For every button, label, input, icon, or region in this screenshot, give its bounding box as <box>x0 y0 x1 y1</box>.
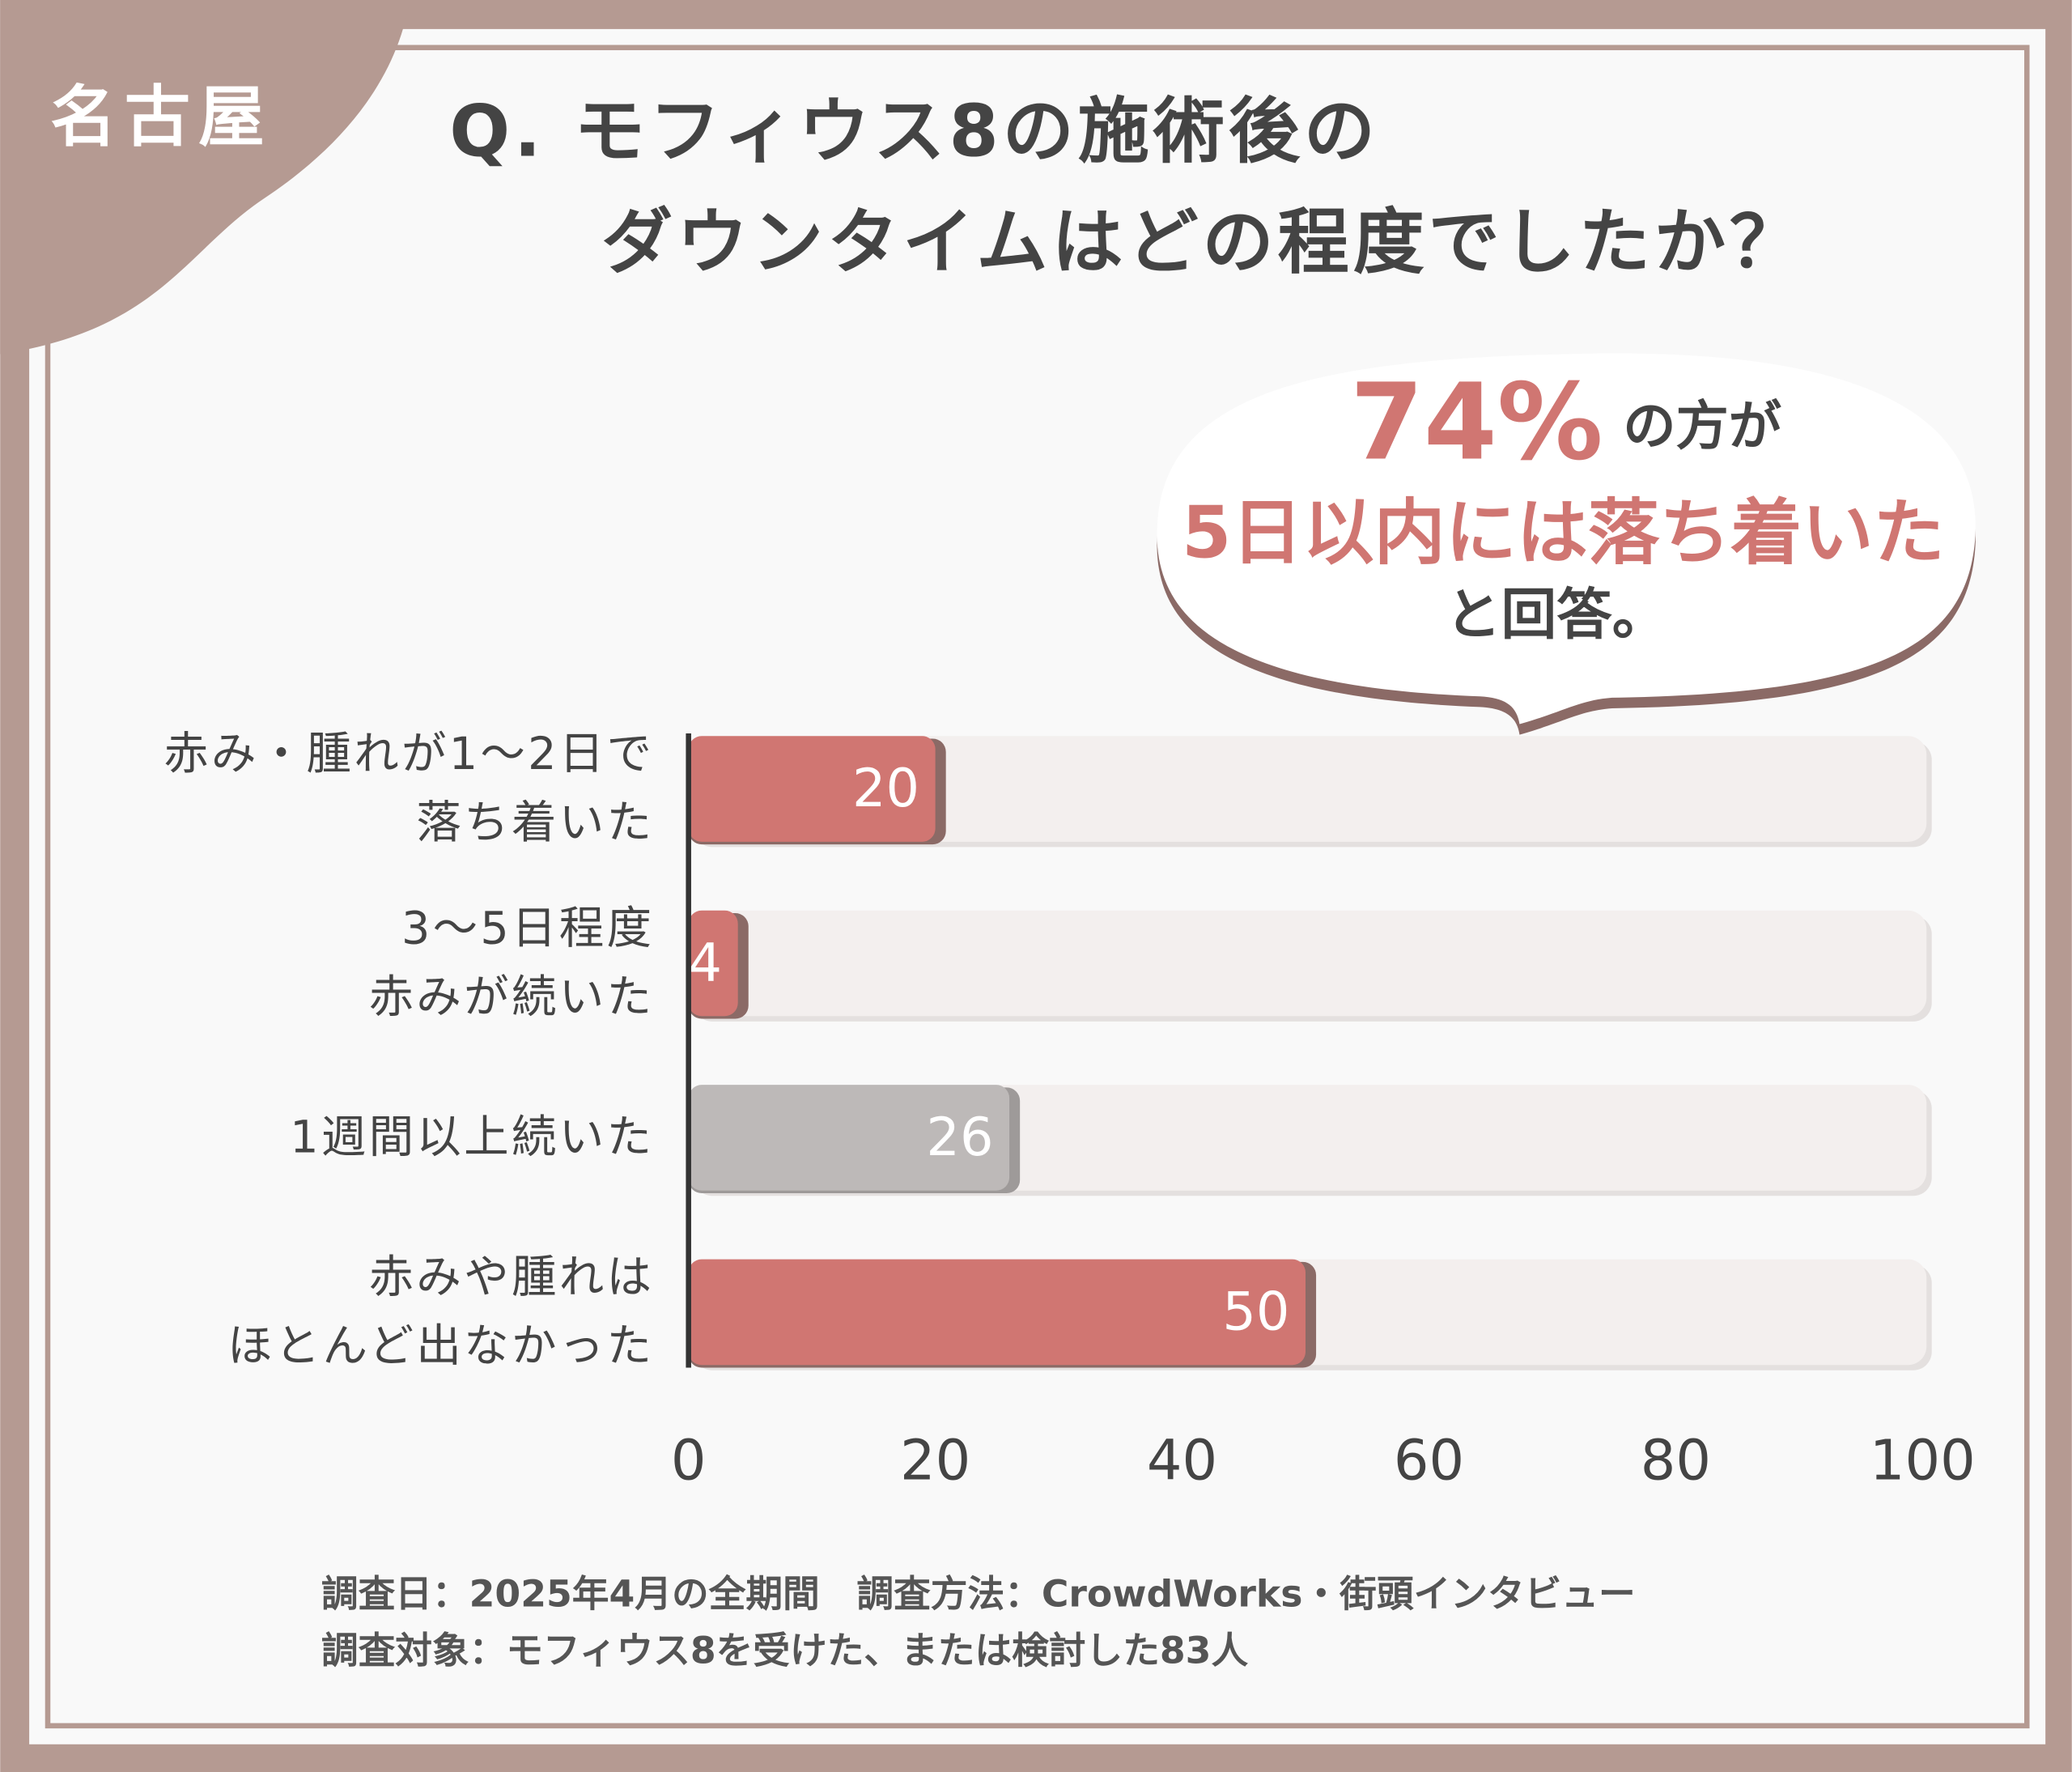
callout-text: 5日以内には落ち着いた <box>1182 491 1945 574</box>
x-tick-label: 80 <box>1641 1429 1711 1494</box>
x-tick-label: 20 <box>900 1429 970 1494</box>
category-label: 3〜5日程度 赤みが続いた <box>368 902 655 1025</box>
x-tick-label: 0 <box>671 1429 707 1494</box>
track <box>688 910 1927 1017</box>
plot-area: 20 赤み・腫れが1〜2日で 落ち着いた 4 3〜5日程度 赤みが続いた 26 1週間以上… <box>163 728 1976 1494</box>
track <box>688 736 1927 842</box>
footer-line: 調査対象：モフィウス8を受けた、または検討した83人 <box>321 1630 1249 1672</box>
badge-shape <box>0 0 410 355</box>
category-label: 1週間以上続いた <box>290 1111 655 1165</box>
callout-text: の方が <box>1623 396 1781 457</box>
category-box: 1週間以上続いた <box>290 1111 655 1165</box>
callout-bubble <box>1157 353 1976 725</box>
category-label: 赤みや腫れは ほとんど出なかった <box>227 1251 655 1374</box>
callout-text: と回答。 <box>1446 583 1667 648</box>
value-label: 20 <box>852 758 919 819</box>
bar <box>688 1085 1010 1191</box>
value-label: 26 <box>926 1107 993 1168</box>
category-box: 3〜5日程度 赤みが続いた <box>368 902 655 1025</box>
callout <box>1157 353 1976 808</box>
category-box: 赤みや腫れは ほとんど出なかった <box>227 1251 655 1374</box>
bar <box>688 1259 1306 1366</box>
footer-line: 調査日：2025年4月の全期間 調査方法：CrowdWorks・街頭インタビュー <box>321 1572 1636 1615</box>
x-tick-label: 100 <box>1870 1429 1976 1494</box>
title-box: Q. モフィウス8の施術後の ダウンタイムはどの程度でしたか？ <box>449 90 1805 284</box>
x-tick-label: 60 <box>1394 1429 1464 1494</box>
chart-title: Q. モフィウス8の施術後の ダウンタイムはどの程度でしたか？ <box>449 90 1805 284</box>
panel-border <box>45 45 2030 1729</box>
value-label: 50 <box>1222 1281 1289 1342</box>
callout-highlight: 74% <box>1350 360 1603 483</box>
category-label: 赤み・腫れが1〜2日で 落ち着いた <box>163 728 655 850</box>
x-tick-label: 40 <box>1147 1429 1217 1494</box>
bar <box>688 736 936 842</box>
badge-label: 名古屋 <box>50 79 272 156</box>
category-box: 赤み・腫れが1〜2日で 落ち着いた <box>163 728 655 850</box>
panel-tint <box>29 28 2046 1744</box>
callout-line-1: 74% の方が <box>1350 360 1781 483</box>
value-label: 4 <box>689 932 723 993</box>
bar <box>688 910 738 1017</box>
